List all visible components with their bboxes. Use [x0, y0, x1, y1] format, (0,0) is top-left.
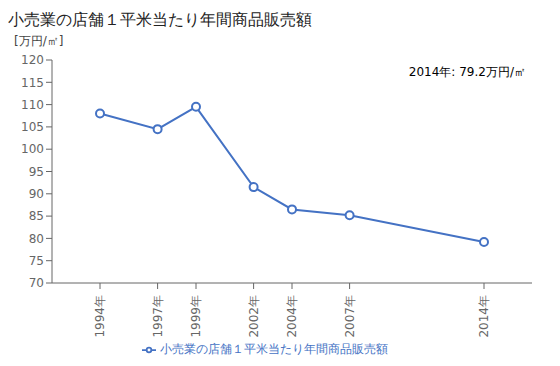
html-text:2014年: 79.2万円/㎡: 2014年: 79.2万円/㎡	[408, 65, 526, 79]
svg-text:1999年: 1999年	[189, 295, 203, 338]
svg-text:1997年: 1997年	[151, 295, 165, 338]
svg-text:120: 120	[21, 53, 44, 67]
svg-text:90: 90	[29, 187, 44, 201]
svg-text:105: 105	[21, 120, 44, 134]
svg-text:75: 75	[29, 254, 44, 268]
html-text:小売業の店舗１平米当たり年間商品販売額: 小売業の店舗１平米当たり年間商品販売額	[8, 10, 312, 29]
svg-text:1994年: 1994年	[93, 295, 107, 338]
svg-text:95: 95	[29, 165, 44, 179]
svg-text:85: 85	[29, 209, 44, 223]
svg-text:115: 115	[21, 76, 44, 90]
svg-text:70: 70	[29, 276, 44, 290]
html-text:小売業の店舗１平米当たり年間商品販売額: 小売業の店舗１平米当たり年間商品販売額	[160, 342, 388, 356]
svg-text:80: 80	[29, 232, 44, 246]
svg-text:100: 100	[21, 142, 44, 156]
svg-text:2004年: 2004年	[285, 295, 299, 338]
svg-text:110: 110	[21, 98, 44, 112]
html-text:[万円/㎡]: [万円/㎡]	[14, 34, 64, 48]
svg-text:2014年: 2014年	[477, 295, 491, 338]
svg-text:2007年: 2007年	[343, 295, 357, 338]
svg-text:2002年: 2002年	[247, 295, 261, 338]
